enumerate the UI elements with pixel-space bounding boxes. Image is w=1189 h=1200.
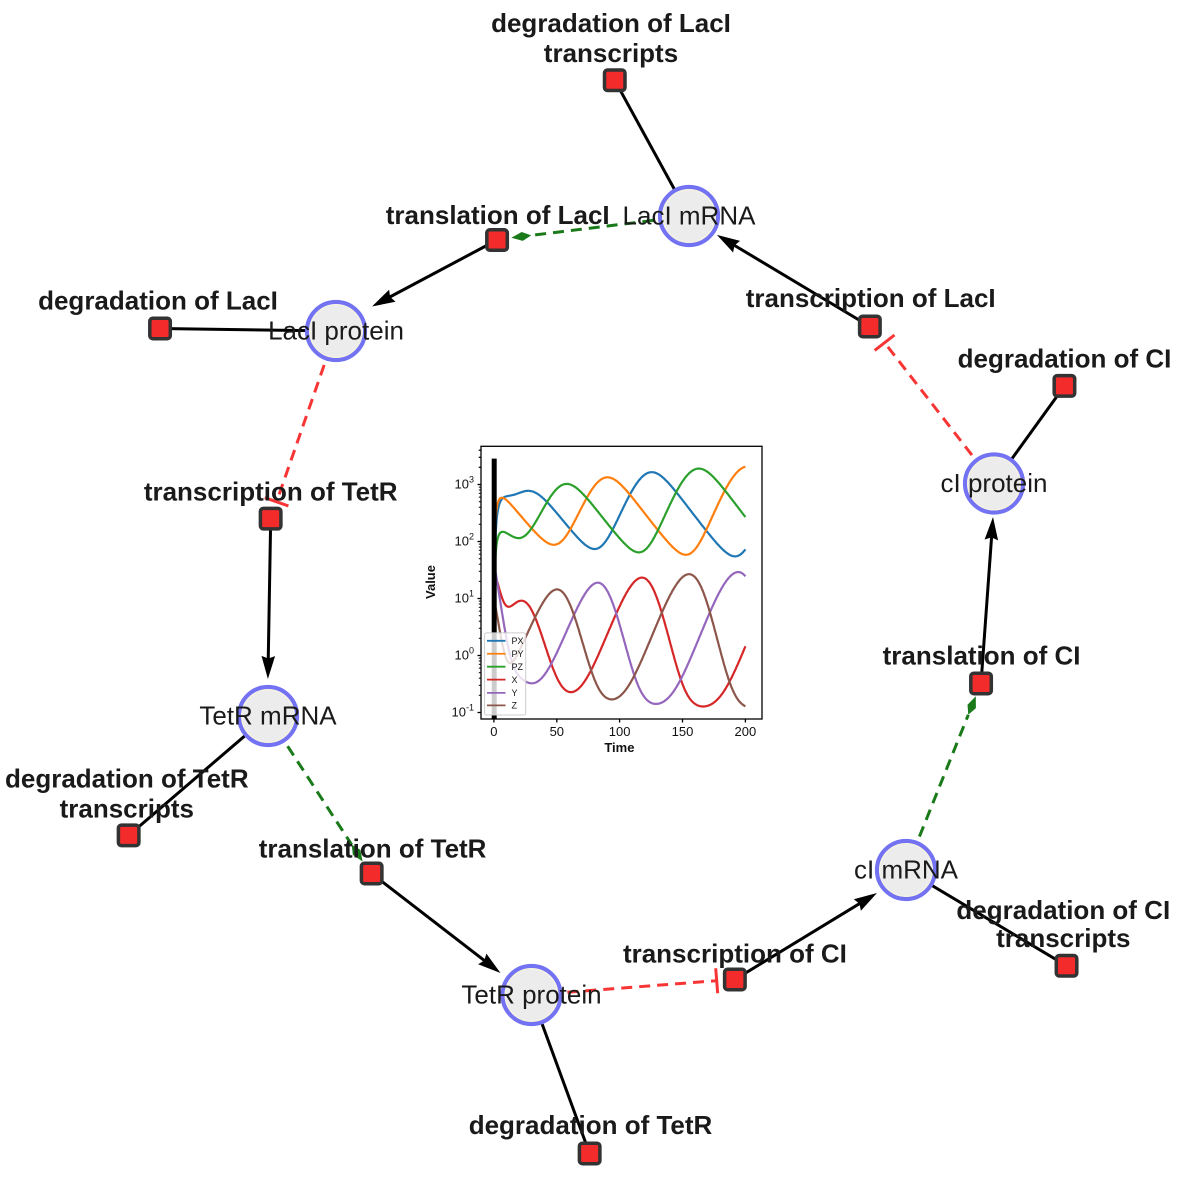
svg-text:degradation of CI: degradation of CI xyxy=(956,895,1170,925)
svg-text:PY: PY xyxy=(512,649,524,659)
svg-text:degradation of LacI: degradation of LacI xyxy=(491,8,731,38)
svg-text:TetR protein: TetR protein xyxy=(461,980,601,1010)
svg-text:degradation of LacI: degradation of LacI xyxy=(38,286,278,316)
svg-text:50: 50 xyxy=(550,724,564,739)
svg-text:degradation of CI: degradation of CI xyxy=(958,343,1172,373)
svg-text:Value: Value xyxy=(423,565,438,599)
svg-text:Z: Z xyxy=(512,701,518,711)
svg-text:degradation of TetR: degradation of TetR xyxy=(5,763,249,793)
svg-text:transcripts: transcripts xyxy=(544,38,678,68)
svg-text:0: 0 xyxy=(490,724,497,739)
svg-text:TetR mRNA: TetR mRNA xyxy=(199,701,337,731)
svg-text:Y: Y xyxy=(512,688,518,698)
svg-text:200: 200 xyxy=(735,724,757,739)
svg-text:150: 150 xyxy=(672,724,694,739)
svg-text:translation of LacI: translation of LacI xyxy=(386,200,610,230)
svg-text:degradation of TetR: degradation of TetR xyxy=(469,1110,713,1140)
svg-text:transcription of LacI: transcription of LacI xyxy=(746,283,996,313)
svg-text:cI mRNA: cI mRNA xyxy=(854,855,959,885)
svg-text:transcription of CI: transcription of CI xyxy=(623,939,847,969)
svg-text:100: 100 xyxy=(609,724,631,739)
svg-text:transcription of TetR: transcription of TetR xyxy=(144,476,398,506)
svg-text:LacI protein: LacI protein xyxy=(268,316,404,346)
svg-text:transcripts: transcripts xyxy=(996,923,1130,953)
svg-text:Time: Time xyxy=(604,740,634,755)
svg-text:PZ: PZ xyxy=(512,662,524,672)
svg-text:translation of CI: translation of CI xyxy=(883,641,1081,671)
svg-text:transcripts: transcripts xyxy=(60,794,194,824)
svg-text:X: X xyxy=(512,675,518,685)
svg-text:PX: PX xyxy=(512,636,524,646)
svg-text:cI protein: cI protein xyxy=(941,468,1048,498)
svg-text:LacI mRNA: LacI mRNA xyxy=(623,201,757,231)
svg-text:translation of TetR: translation of TetR xyxy=(259,833,487,863)
